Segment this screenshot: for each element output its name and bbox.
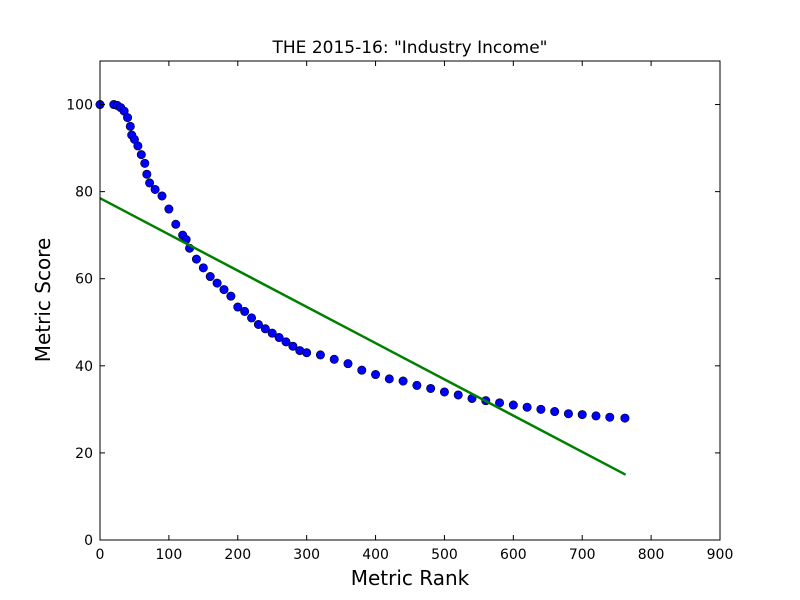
trend-line [99,197,627,476]
y-tick-label: 80 [75,185,93,201]
scatter-point [150,184,160,194]
x-tick-label: 100 [156,547,183,563]
scatter-point [439,387,449,397]
scatter-point [274,333,284,343]
scatter-point [191,254,201,264]
scatter-point [145,178,155,188]
y-tick-label: 100 [66,98,93,114]
scatter-point [123,113,133,123]
scatter-point [260,324,270,334]
scatter-point [226,291,236,301]
y-axis-ticks: 0 20 40 60 80 100 [66,98,720,549]
axes-frame [99,60,721,541]
scatter-point [398,376,408,386]
y-axis-label: Metric Score [31,238,55,363]
plot-area [95,100,630,476]
scatter-point [384,374,394,384]
scatter-point [171,219,181,229]
scatter-point [205,272,215,282]
y-tick-label: 20 [75,446,93,462]
scatter-point [453,390,463,400]
x-tick-label: 600 [500,547,527,563]
x-tick-label: 800 [638,547,665,563]
scatter-point [591,411,601,421]
scatter-point [302,348,312,358]
x-axis-ticks: 0 100 200 300 400 500 600 700 800 900 [96,61,734,563]
scatter-point [315,350,325,360]
x-tick-label: 0 [96,547,105,563]
chart-title: THE 2015-16: "Industry Income" [272,38,548,58]
x-tick-label: 200 [224,547,251,563]
scatter-point [219,285,229,295]
scatter-point [620,413,630,423]
scatter-point [522,402,532,412]
scatter-point [343,359,353,369]
y-tick-label: 60 [75,272,93,288]
scatter-point [136,150,146,160]
scatter-point [164,204,174,214]
scatter-point [536,404,546,414]
scatter-point [605,412,615,422]
scatter-point [267,328,277,338]
scatter-point [426,383,436,393]
scatter-point [550,407,560,417]
scatter-point [233,302,243,312]
scatter-point [240,306,250,316]
x-tick-label: 300 [293,547,320,563]
scatter-point [288,341,298,351]
scatter-point [198,263,208,273]
x-tick-label: 500 [431,547,458,563]
scatter-point [140,158,150,168]
y-tick-label: 0 [84,533,93,549]
x-tick-label: 900 [707,547,734,563]
y-tick-label: 40 [75,359,93,375]
scatter-point [133,141,143,151]
x-tick-label: 400 [362,547,389,563]
scatter-point [157,191,167,201]
scatter-point [329,354,339,364]
scatter-point [563,409,573,419]
scatter-point [357,365,367,375]
scatter-point [125,121,135,131]
scatter-point [281,337,291,347]
scatter-point [371,370,381,380]
scatter-point [253,319,263,329]
x-tick-label: 700 [569,547,596,563]
x-axis-label: Metric Rank [351,566,470,590]
scatter-point [212,278,222,288]
scatter-point [142,169,152,179]
scatter-point [247,313,257,323]
scatter-point [577,410,587,420]
scatter-point [508,400,518,410]
scatter-point [412,380,422,390]
